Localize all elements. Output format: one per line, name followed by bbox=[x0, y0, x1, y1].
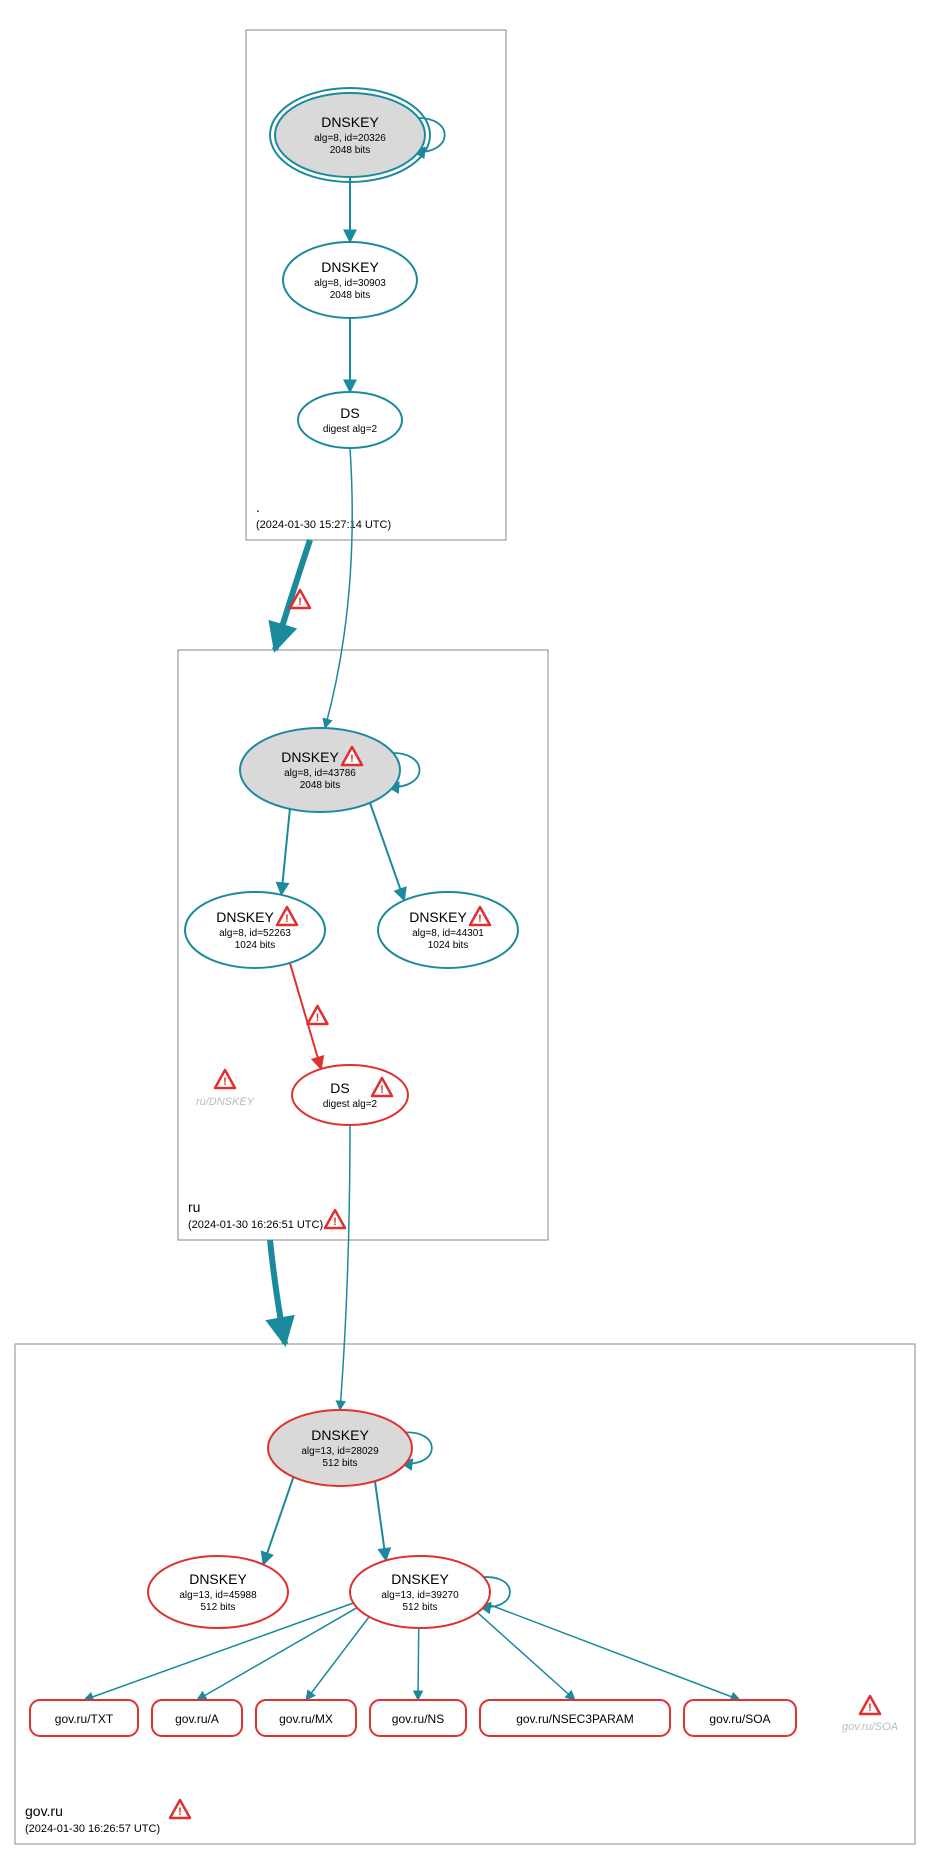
node-title: DNSKEY bbox=[391, 1571, 449, 1587]
ghost-label: ru/DNSKEY bbox=[196, 1096, 255, 1108]
node-bits: 512 bits bbox=[200, 1602, 235, 1613]
node-title: DNSKEY bbox=[321, 259, 379, 275]
node-gov_zsk1: DNSKEY alg=13, id=45988512 bits bbox=[148, 1556, 288, 1628]
node-bits: 512 bits bbox=[402, 1602, 437, 1613]
zone-label-root: . bbox=[256, 499, 260, 515]
svg-text:!: ! bbox=[223, 1076, 227, 1088]
rrset-a: gov.ru/A bbox=[152, 1700, 242, 1736]
zone-label-govru: gov.ru bbox=[25, 1803, 63, 1819]
node-sub: alg=8, id=30903 bbox=[314, 278, 386, 289]
cross-zone-edge bbox=[325, 448, 352, 728]
zone-label-ru: ru bbox=[188, 1199, 200, 1215]
warning-icon: ! bbox=[860, 1696, 880, 1714]
cross-zone-edge bbox=[275, 540, 310, 650]
svg-text:!: ! bbox=[380, 1084, 384, 1096]
svg-text:!: ! bbox=[298, 596, 302, 608]
rr-edge bbox=[477, 1613, 575, 1700]
node-sub: alg=8, id=20326 bbox=[314, 133, 386, 144]
rr-edge bbox=[306, 1617, 369, 1700]
node-ru_zsk1: DNSKEY! alg=8, id=522631024 bits bbox=[185, 892, 325, 968]
node-ru_zsk2: DNSKEY! alg=8, id=443011024 bits bbox=[378, 892, 518, 968]
svg-text:!: ! bbox=[178, 1806, 182, 1818]
rrset-label: gov.ru/SOA bbox=[709, 1712, 770, 1726]
rr-edge bbox=[418, 1628, 419, 1700]
zone-timestamp-govru: (2024-01-30 16:26:57 UTC) bbox=[25, 1823, 160, 1835]
rrset-label: gov.ru/TXT bbox=[55, 1712, 114, 1726]
node-root_ksk: DNSKEY alg=8, id=203262048 bits bbox=[270, 88, 430, 182]
ghost-label: gov.ru/SOA bbox=[842, 1721, 898, 1733]
node-title: DNSKEY bbox=[189, 1571, 247, 1587]
node-title: DS bbox=[340, 405, 359, 421]
node-title: DS bbox=[330, 1080, 349, 1096]
node-bits: 1024 bits bbox=[428, 940, 469, 951]
node-bits: 512 bits bbox=[322, 1458, 357, 1469]
rrset-nsec: gov.ru/NSEC3PARAM bbox=[480, 1700, 670, 1736]
dnssec-diagram: . (2024-01-30 15:27:14 UTC) ru (2024-01-30 … bbox=[0, 0, 932, 1862]
rrset-ns: gov.ru/NS bbox=[370, 1700, 466, 1736]
edge bbox=[281, 809, 290, 895]
rrset-mx: gov.ru/MX bbox=[256, 1700, 356, 1736]
rrset-txt: gov.ru/TXT bbox=[30, 1700, 138, 1736]
node-title: DNSKEY bbox=[311, 1427, 369, 1443]
svg-text:!: ! bbox=[333, 1216, 337, 1228]
node-bits: 2048 bits bbox=[300, 780, 341, 791]
svg-text:!: ! bbox=[285, 913, 289, 925]
warning-icon: ! bbox=[307, 1006, 327, 1024]
node-root_ds: DS digest alg=2 bbox=[298, 392, 402, 448]
node-sub: alg=13, id=39270 bbox=[381, 1590, 459, 1601]
node-title: DNSKEY bbox=[281, 749, 339, 765]
rrset-label: gov.ru/NS bbox=[392, 1712, 444, 1726]
node-title: DNSKEY bbox=[409, 909, 467, 925]
warning-icon: ! bbox=[325, 1210, 345, 1228]
svg-text:!: ! bbox=[868, 1702, 872, 1714]
node-sub: alg=8, id=43786 bbox=[284, 768, 356, 779]
rrset-soa: gov.ru/SOA bbox=[684, 1700, 796, 1736]
node-sub: alg=13, id=45988 bbox=[179, 1590, 257, 1601]
edge bbox=[263, 1477, 293, 1565]
node-bits: 2048 bits bbox=[330, 290, 371, 301]
zone-timestamp-root: (2024-01-30 15:27:14 UTC) bbox=[256, 519, 391, 531]
warning-icon: ! bbox=[170, 1800, 190, 1818]
rrset-label: gov.ru/MX bbox=[279, 1712, 333, 1726]
node-ru_ksk: DNSKEY! alg=8, id=437862048 bits bbox=[240, 728, 400, 812]
edge bbox=[375, 1481, 386, 1560]
node-root_zsk: DNSKEY alg=8, id=309032048 bits bbox=[283, 242, 417, 318]
node-sub: alg=8, id=44301 bbox=[412, 928, 484, 939]
node-title: DNSKEY bbox=[216, 909, 274, 925]
node-sub: digest alg=2 bbox=[323, 424, 378, 435]
svg-text:!: ! bbox=[350, 753, 354, 765]
rrset-label: gov.ru/A bbox=[175, 1712, 219, 1726]
node-gov_zsk2: DNSKEY alg=13, id=39270512 bits bbox=[350, 1556, 490, 1628]
svg-text:!: ! bbox=[316, 1012, 320, 1024]
node-ru_ds: DS!digest alg=2 bbox=[292, 1065, 408, 1125]
node-title: DNSKEY bbox=[321, 114, 379, 130]
node-sub: alg=8, id=52263 bbox=[219, 928, 291, 939]
node-sub: alg=13, id=28029 bbox=[301, 1446, 379, 1457]
node-bits: 1024 bits bbox=[235, 940, 276, 951]
svg-text:!: ! bbox=[478, 913, 482, 925]
cross-zone-edge bbox=[270, 1240, 285, 1344]
node-sub: digest alg=2 bbox=[323, 1099, 378, 1110]
node-gov_ksk: DNSKEY alg=13, id=28029512 bits bbox=[268, 1410, 412, 1486]
zone-timestamp-ru: (2024-01-30 16:26:51 UTC) bbox=[188, 1219, 323, 1231]
node-bits: 2048 bits bbox=[330, 145, 371, 156]
cross-zone-edge bbox=[340, 1125, 350, 1410]
edge bbox=[370, 803, 404, 901]
warning-icon: ! bbox=[215, 1070, 235, 1088]
rrset-label: gov.ru/NSEC3PARAM bbox=[516, 1712, 634, 1726]
rr-edge bbox=[486, 1604, 740, 1700]
